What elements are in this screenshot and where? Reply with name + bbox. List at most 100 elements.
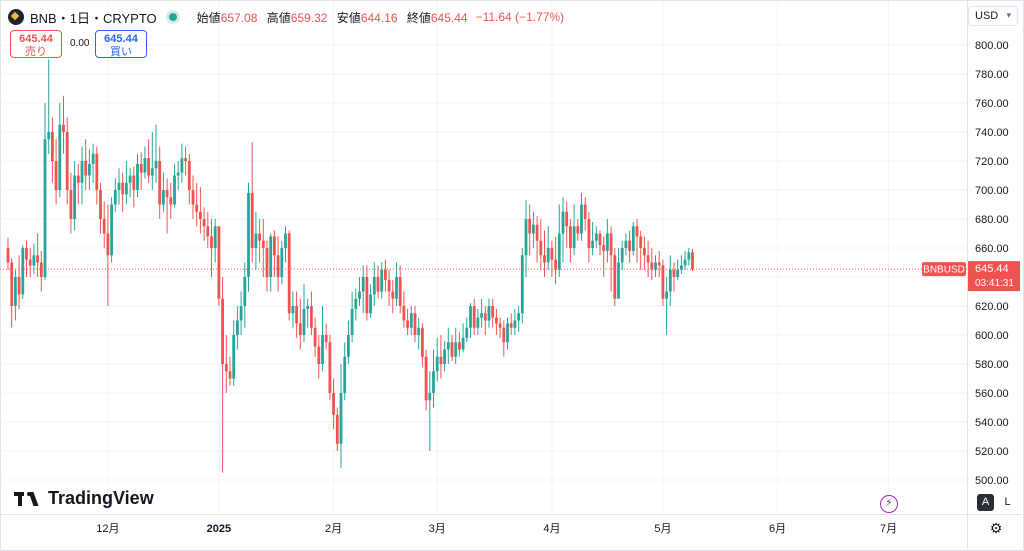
chevron-down-icon: ▾: [1006, 10, 1011, 20]
candle-body: [672, 269, 676, 277]
lightning-icon[interactable]: ⚡: [880, 495, 898, 513]
candle: [236, 306, 239, 350]
candle: [80, 146, 84, 205]
candle: [687, 248, 691, 266]
spread-value: 0.00: [70, 38, 90, 49]
candle-body: [561, 211, 565, 234]
candle-body: [117, 182, 121, 190]
candle-body: [291, 306, 295, 314]
candle: [169, 182, 173, 219]
auto-scale-button[interactable]: A: [977, 494, 994, 511]
candle: [409, 306, 413, 335]
symbol-legend: BNB・1日・CRYPTO 始値657.08 高値659.32 安値644.16…: [8, 8, 564, 26]
candle: [88, 149, 91, 190]
currency-label: USD: [975, 10, 999, 22]
candle: [347, 320, 350, 364]
candle-body: [550, 248, 554, 260]
candle: [125, 161, 128, 205]
candle: [487, 298, 491, 328]
y-tick-label: 560.00: [975, 388, 1009, 400]
candle-body: [680, 265, 683, 270]
currency-select[interactable]: USD ▾: [968, 6, 1018, 26]
candle-body: [154, 161, 158, 169]
grid-lines: [0, 0, 967, 514]
candle-body: [487, 306, 491, 321]
candle: [580, 192, 583, 241]
candle-body: [113, 190, 117, 205]
candle: [6, 237, 10, 270]
gear-icon[interactable]: ⚙: [989, 520, 1003, 536]
candle: [102, 201, 106, 248]
candle: [550, 240, 554, 277]
candle: [683, 250, 687, 270]
candle: [273, 230, 276, 277]
candle: [199, 187, 202, 234]
candle: [113, 178, 117, 212]
candle: [265, 240, 269, 292]
candle: [176, 161, 180, 190]
candle-body: [391, 291, 395, 299]
candle: [17, 255, 21, 309]
candle-body: [236, 320, 239, 335]
sell-label: 売り: [25, 46, 47, 58]
x-tick-label: 12月: [96, 523, 119, 535]
ohlc-values: 始値657.08 高値659.32 安値644.16 終値645.44: [191, 9, 468, 26]
candle-body: [365, 277, 369, 314]
candle-body: [557, 233, 561, 270]
candle: [69, 172, 73, 234]
candle-body: [620, 248, 624, 263]
candle: [665, 277, 668, 335]
candle: [535, 216, 539, 263]
candle: [465, 317, 469, 343]
candle: [609, 226, 613, 292]
candle-body: [91, 153, 95, 164]
candle-body: [476, 317, 480, 328]
tradingview-logo[interactable]: TradingView: [14, 488, 154, 509]
candle-body: [643, 248, 646, 256]
candle-body: [587, 219, 591, 248]
candle: [591, 221, 594, 256]
candle: [650, 248, 654, 280]
y-tick-label: 580.00: [975, 359, 1009, 371]
buy-price: 645.44: [104, 33, 138, 45]
price-axis[interactable]: 500.00 520.00 540.00 560.00 580.00 600.00 620.…: [975, 40, 1009, 487]
candle-body: [654, 262, 657, 270]
candle-body: [480, 313, 483, 318]
candle: [276, 236, 280, 292]
candle: [643, 236, 646, 270]
y-tick-label: 760.00: [975, 98, 1009, 110]
candle-body: [594, 233, 598, 241]
candle-body: [180, 158, 184, 173]
candle: [458, 332, 461, 357]
candle-body: [446, 342, 450, 350]
candle-body: [347, 335, 350, 357]
candle-body: [232, 335, 236, 379]
candle-body: [472, 306, 476, 328]
candle: [680, 255, 683, 275]
candle-body: [302, 308, 306, 335]
candle-body: [572, 226, 576, 248]
candle-body: [461, 337, 465, 350]
candle-body: [147, 158, 150, 176]
candles-group: [6, 59, 694, 473]
time-axis[interactable]: 12月 2025 2月 3月 4月 5月 6月 7月: [96, 523, 897, 535]
candle-body: [62, 124, 65, 132]
candle: [676, 259, 680, 280]
candle-body: [413, 313, 417, 335]
candle-body: [520, 255, 524, 314]
y-tick-label: 720.00: [975, 156, 1009, 168]
candle-body: [565, 211, 569, 227]
candle: [47, 59, 51, 154]
bnb-logo-icon: [8, 9, 24, 25]
symbol-title[interactable]: BNB・1日・CRYPTO: [30, 10, 157, 26]
candle: [284, 226, 287, 263]
candle-body: [80, 161, 84, 183]
candle: [476, 308, 480, 335]
log-scale-button[interactable]: L: [1004, 496, 1011, 508]
sell-button[interactable]: 645.44 売り: [10, 30, 62, 58]
candle-body: [73, 175, 76, 219]
candle: [532, 211, 535, 248]
buy-button[interactable]: 645.44 買い: [95, 30, 147, 58]
candle: [110, 197, 113, 263]
